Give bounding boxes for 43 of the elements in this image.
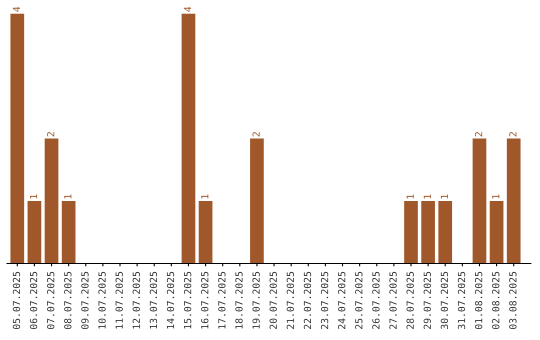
- x-tick-label: 18.07.2025: [235, 272, 243, 328]
- x-tick-label: 07.07.2025: [47, 272, 54, 330]
- data-label: 2: [474, 132, 482, 136]
- data-label: 4: [12, 6, 20, 12]
- x-tick-label: 03.08.2025: [509, 272, 517, 330]
- x-tick-label: 15.07.2025: [184, 272, 192, 328]
- data-label: 1: [406, 194, 414, 198]
- data-label: 2: [252, 132, 260, 136]
- x-tick-label: 19.07.2025: [252, 272, 260, 328]
- x-tick-label: 01.08.2025: [474, 272, 482, 330]
- x-tick-label: 11.07.2025: [115, 272, 123, 328]
- data-label: 1: [30, 194, 38, 198]
- data-label: 2: [509, 132, 516, 136]
- x-tick-label: 29.07.2025: [424, 272, 431, 329]
- data-label: 1: [440, 194, 448, 198]
- data-label: 1: [492, 194, 500, 198]
- x-tick-label: 16.07.2025: [201, 272, 208, 328]
- x-tick-label: 05.07.2025: [12, 272, 20, 330]
- x-tick-label: 08.07.2025: [64, 272, 72, 330]
- x-tick-label: 09.07.2025: [81, 272, 89, 330]
- x-tick-label: 22.07.2025: [304, 272, 312, 329]
- x-tick-label: 14.07.2025: [166, 272, 174, 328]
- x-tick-label: 27.07.2025: [389, 272, 397, 329]
- x-tick-label: 02.08.2025: [492, 272, 500, 330]
- data-label: 2: [47, 132, 54, 136]
- x-tick-label: 23.07.2025: [320, 272, 328, 329]
- x-tick-label: 13.07.2025: [150, 272, 158, 328]
- x-tick-label: 28.07.2025: [406, 272, 414, 329]
- x-tick-label: 21.07.2025: [286, 272, 294, 329]
- x-tick-label: 10.07.2025: [98, 272, 106, 328]
- x-tick-label: 30.07.2025: [440, 272, 448, 330]
- x-tick-label: 17.07.2025: [218, 272, 226, 328]
- x-tick-label: 26.07.2025: [372, 272, 380, 329]
- x-tick-label: 20.07.2025: [270, 272, 277, 329]
- x-tick-label: 24.07.2025: [338, 272, 346, 329]
- data-label: 1: [64, 194, 72, 198]
- x-tick-label: 12.07.2025: [132, 272, 140, 328]
- x-tick-label: 31.07.2025: [458, 272, 466, 330]
- data-label: 1: [201, 194, 208, 198]
- data-label: 1: [424, 194, 431, 198]
- data-label: 4: [184, 6, 192, 12]
- x-tick-label: 25.07.2025: [355, 272, 362, 329]
- x-tick-label: 06.07.2025: [30, 272, 38, 330]
